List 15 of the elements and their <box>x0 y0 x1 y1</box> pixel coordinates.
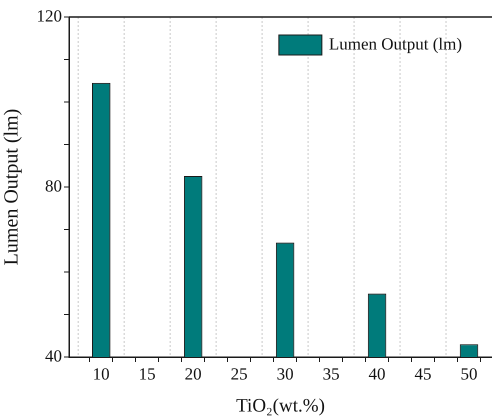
x-axis-title: TiO₂(wt.%) <box>236 396 325 417</box>
x-tick-label: 35 <box>322 364 340 384</box>
y-axis-title: Lumen Output (lm) <box>0 108 22 266</box>
y-tick-label: 40 <box>45 346 62 366</box>
x-tick-label: 40 <box>368 364 386 384</box>
x-tick-label: 45 <box>414 364 432 384</box>
x-tick-label: 20 <box>184 364 202 384</box>
y-tick-label: 120 <box>36 6 62 26</box>
x-tick-label: 15 <box>138 364 156 384</box>
y-tick-label: 80 <box>45 176 62 196</box>
x-tick-label: 10 <box>92 364 110 384</box>
x-tick-label: 50 <box>460 364 478 384</box>
x-tick-label: 30 <box>276 364 294 384</box>
x-tick-label: 25 <box>230 364 248 384</box>
legend-label: Lumen Output (lm) <box>328 34 462 54</box>
